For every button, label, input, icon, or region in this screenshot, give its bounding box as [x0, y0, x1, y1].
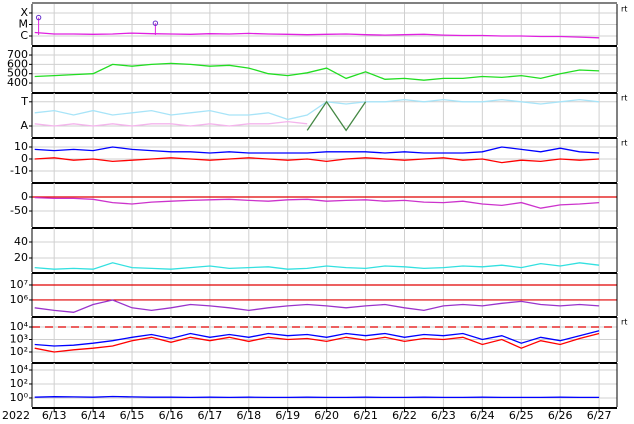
- event-marker: [35, 14, 42, 21]
- x-tick-label: 6/17: [198, 409, 223, 422]
- x-tick-label: 6/23: [431, 409, 456, 422]
- series-line: [34, 299, 600, 313]
- y-tick-label: 10³: [10, 332, 28, 345]
- series-line: [34, 31, 600, 39]
- x-tick-label: 6/13: [42, 409, 67, 422]
- y-tick-label: 500: [7, 67, 28, 80]
- x-tick-label: 6/16: [159, 409, 184, 422]
- x-tick-label: 6/25: [509, 409, 534, 422]
- y-tick-label: -50: [10, 204, 28, 217]
- y-tick-label: M: [19, 17, 29, 30]
- y-tick-label: -10: [10, 164, 28, 177]
- y-tick-label: 10²: [10, 377, 28, 390]
- x-tick-label: 6/22: [392, 409, 417, 422]
- y-tick-label: 700: [7, 48, 28, 61]
- series-line: [34, 120, 308, 127]
- x-tick-label: 6/19: [275, 409, 300, 422]
- x-tick-label: 6/21: [353, 409, 378, 422]
- x-tick-label: 6/26: [548, 409, 573, 422]
- y-tick-label: 40: [14, 235, 28, 248]
- y-tick-label: 600: [7, 57, 28, 70]
- y-tick-label: 10: [14, 140, 28, 153]
- y-tick-label: 10⁴: [10, 363, 29, 376]
- series-line: [306, 100, 367, 132]
- x-tick-label: 6/18: [236, 409, 261, 422]
- y-tick-label: X: [20, 6, 28, 19]
- series-line: [34, 157, 600, 164]
- y-tick-label: 400: [7, 76, 28, 89]
- y-tick-label: 10⁶: [10, 293, 29, 306]
- panel-tag: rt: [621, 5, 627, 14]
- year-label: 2022: [2, 409, 30, 422]
- x-tick-label: 6/15: [120, 409, 145, 422]
- panel-tag: rt: [621, 318, 627, 327]
- series-line: [34, 262, 600, 270]
- y-tick-label: 10⁴: [10, 320, 29, 333]
- y-tick-label: 0: [21, 190, 28, 203]
- event-marker: [152, 20, 159, 26]
- panel-tag: rt: [621, 139, 627, 148]
- x-tick-label: 6/24: [470, 409, 495, 422]
- series-line: [34, 146, 600, 154]
- y-tick-label: C: [20, 29, 28, 42]
- series-line: [34, 395, 600, 399]
- x-tick-label: 6/27: [587, 409, 612, 422]
- x-tick-label: 6/14: [81, 409, 106, 422]
- x-tick-label: 6/20: [314, 409, 339, 422]
- y-tick-label: A: [20, 119, 28, 132]
- series-line: [34, 330, 600, 347]
- series-line: [34, 332, 600, 353]
- y-tick-label: T: [20, 95, 28, 108]
- series-line: [34, 98, 600, 121]
- y-tick-label: 10⁷: [10, 278, 28, 291]
- series-line: [34, 62, 600, 81]
- y-tick-label: 0: [21, 152, 28, 165]
- y-tick-label: 10⁰: [10, 391, 29, 404]
- panel-tag: rt: [621, 94, 627, 103]
- y-tick-label: 20: [14, 251, 28, 264]
- series-line: [34, 196, 600, 209]
- y-tick-label: 10²: [10, 345, 28, 358]
